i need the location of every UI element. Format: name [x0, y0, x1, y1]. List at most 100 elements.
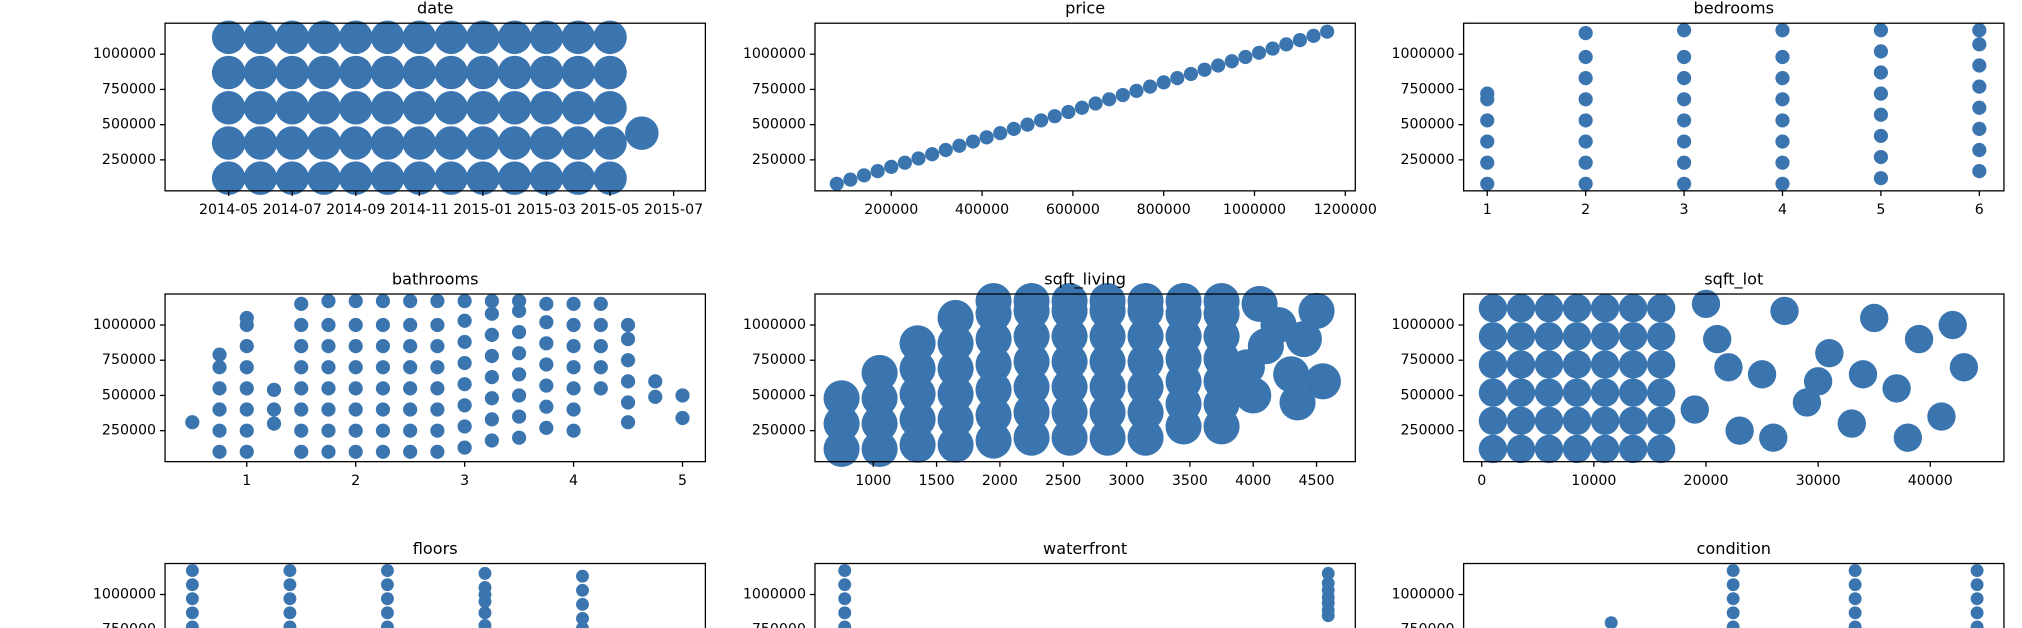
x-tick-label: 30000: [1796, 473, 1841, 489]
point: [1478, 434, 1508, 464]
point: [512, 293, 527, 309]
point: [925, 147, 940, 162]
point: [1792, 388, 1822, 417]
point: [484, 391, 499, 406]
point: [375, 317, 391, 333]
point: [339, 55, 373, 90]
point: [1273, 356, 1310, 393]
point: [1676, 113, 1692, 128]
point: [1224, 54, 1239, 69]
point: [1972, 58, 1987, 73]
point: [212, 360, 227, 375]
point: [484, 412, 499, 427]
point: [1578, 134, 1593, 149]
x-tick-label: 2500: [1045, 473, 1081, 489]
point: [275, 90, 309, 125]
point: [430, 402, 445, 417]
point: [1646, 378, 1676, 407]
point: [1873, 23, 1889, 38]
point: [1873, 107, 1889, 122]
point: [1873, 44, 1889, 59]
point: [1051, 318, 1088, 355]
point: [1088, 96, 1103, 111]
point: [294, 444, 309, 459]
point: [675, 410, 690, 426]
point: [380, 606, 394, 620]
point: [430, 444, 445, 459]
point: [457, 440, 472, 455]
point: [457, 355, 472, 371]
point: [1848, 606, 1862, 620]
point: [1604, 616, 1618, 628]
point: [899, 350, 936, 387]
point: [1972, 23, 1987, 38]
point: [1013, 318, 1050, 355]
x-tick-label: 2000: [982, 473, 1018, 489]
axes-frame: [164, 293, 707, 463]
point: [1061, 104, 1076, 120]
point: [675, 388, 690, 403]
y-tick-label: 250000: [1400, 152, 1454, 168]
x-tick-label: 6: [1975, 202, 1984, 218]
point: [1904, 324, 1934, 354]
subplot-title: bathrooms: [392, 269, 479, 288]
point: [1203, 283, 1240, 320]
point: [1726, 578, 1740, 592]
point: [1051, 368, 1088, 406]
point: [185, 606, 199, 620]
point: [321, 360, 336, 375]
point: [1506, 378, 1536, 407]
point: [884, 159, 899, 174]
x-tick-label: 2014-07: [263, 202, 322, 218]
point: [1770, 296, 1799, 326]
point: [899, 401, 936, 438]
axes-frame: [814, 293, 1356, 463]
point: [1051, 394, 1088, 431]
x-tick-label: 2: [351, 473, 360, 489]
point: [211, 126, 246, 160]
y-tick-label: 250000: [102, 152, 156, 168]
point: [529, 161, 564, 195]
point: [1578, 92, 1593, 107]
point: [593, 296, 608, 311]
point: [403, 317, 418, 333]
point: [348, 381, 363, 396]
point: [1590, 322, 1620, 351]
subplot-title: sqft_living: [1044, 269, 1126, 289]
point: [380, 564, 394, 578]
point: [861, 380, 898, 417]
point: [1102, 92, 1117, 107]
point: [512, 388, 527, 403]
point: [561, 20, 596, 55]
point: [307, 20, 341, 55]
point: [566, 317, 581, 333]
point: [466, 126, 500, 160]
point: [1534, 378, 1564, 407]
point: [466, 161, 500, 195]
point: [529, 20, 564, 55]
point: [1089, 283, 1126, 320]
y-tick-label: 1000000: [93, 46, 156, 62]
point: [430, 293, 445, 309]
point: [403, 339, 418, 354]
point: [561, 126, 596, 160]
point: [239, 423, 254, 438]
point: [348, 339, 363, 354]
point: [975, 283, 1012, 320]
point: [1051, 419, 1088, 456]
point: [1618, 293, 1648, 323]
axes-frame: [1462, 22, 2005, 192]
point: [529, 55, 564, 90]
point: [1882, 374, 1911, 403]
point: [1506, 322, 1536, 351]
point: [239, 381, 254, 396]
point: [823, 380, 860, 417]
y-tick-label: 750000: [752, 81, 806, 97]
point: [375, 339, 391, 354]
point: [529, 126, 564, 160]
point: [975, 321, 1012, 358]
y-tick-label: 1000000: [743, 587, 806, 603]
point: [402, 20, 437, 55]
point: [856, 168, 872, 183]
